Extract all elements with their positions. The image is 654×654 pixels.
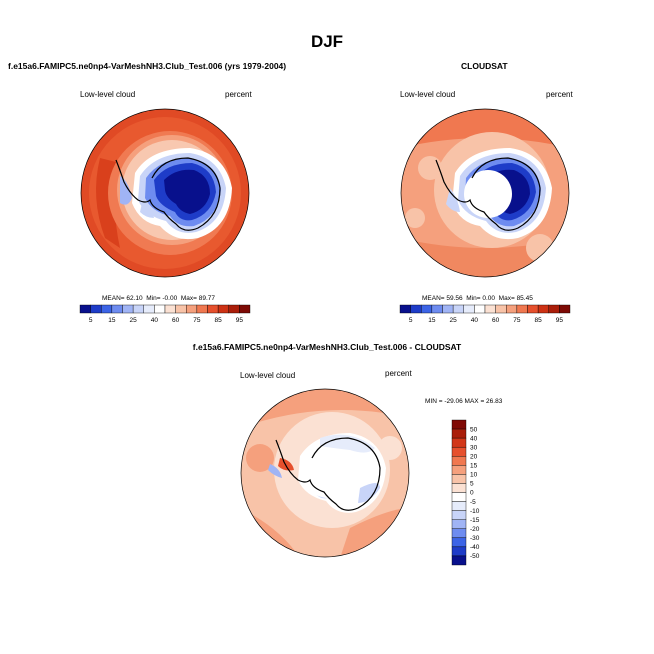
colorbar-swatch	[537, 304, 549, 314]
colorbar-tick-label: 5	[470, 481, 474, 488]
colorbar-swatch	[101, 304, 113, 314]
colorbar-swatch	[442, 304, 454, 314]
colorbar-swatch	[421, 304, 433, 314]
colorbar-swatch	[186, 304, 198, 314]
colorbar-swatch	[451, 437, 467, 448]
figure-title: DJF	[310, 32, 344, 51]
colorbar-swatch	[451, 474, 467, 484]
colorbar-swatch	[154, 304, 166, 314]
obs-panel-title: CLOUDSAT	[461, 61, 508, 71]
model-colorbar: 5 15 25 40 60 75 85 95	[79, 304, 251, 324]
colorbar-swatch	[196, 304, 208, 314]
colorbar-tick-label: -20	[470, 526, 480, 533]
diff-variable-label: Low-level cloud	[240, 371, 296, 380]
colorbar-swatch	[451, 537, 467, 548]
colorbar-swatch	[217, 304, 229, 314]
colorbar-swatch	[451, 428, 467, 439]
colorbar-tick-label: -5	[470, 499, 476, 506]
colorbar-tick-label: 0	[470, 490, 474, 497]
colorbar-tick-label: 10	[470, 472, 478, 479]
colorbar-swatch	[451, 483, 467, 493]
colorbar-swatch	[451, 419, 467, 430]
colorbar-tick-label: 60	[492, 317, 500, 324]
colorbar-tick-label: 30	[470, 444, 478, 451]
colorbar-tick-label: 40	[151, 317, 159, 324]
colorbar-tick-label: -50	[470, 553, 480, 560]
model-variable-label: Low-level cloud	[80, 90, 136, 99]
diff-stats: MIN = -29.06 MAX = 26.83	[425, 398, 503, 405]
colorbar-swatch	[451, 528, 467, 539]
diff-panel-title: f.e15a6.FAMIPC5.ne0np4-VarMeshNH3.Club_T…	[192, 342, 462, 352]
colorbar-tick-label: 95	[556, 317, 564, 324]
colorbar-swatch	[111, 304, 123, 314]
colorbar-swatch	[451, 446, 467, 457]
colorbar-swatch	[484, 304, 496, 314]
colorbar-swatch	[90, 304, 102, 314]
colorbar-tick-label: -15	[470, 517, 480, 524]
colorbar-swatch	[548, 304, 560, 314]
colorbar-tick-label: 85	[215, 317, 223, 324]
colorbar-swatch	[451, 501, 467, 511]
colorbar-swatch	[452, 304, 464, 314]
colorbar-swatch	[410, 304, 422, 314]
colorbar-swatch	[495, 304, 507, 314]
colorbar-swatch	[431, 304, 443, 314]
obs-stats: MEAN= 59.56 Min= 0.00 Max= 85.45	[422, 295, 533, 302]
colorbar-swatch	[122, 304, 134, 314]
colorbar-tick-label: 15	[108, 317, 116, 324]
colorbar-swatch	[559, 304, 571, 314]
colorbar-tick-label: 15	[470, 463, 478, 470]
model-panel-title: f.e15a6.FAMIPC5.ne0np4-VarMeshNH3.Club_T…	[8, 61, 287, 71]
colorbar-swatch	[451, 555, 467, 566]
colorbar-tick-label: 25	[450, 317, 458, 324]
colorbar-swatch	[451, 492, 467, 502]
colorbar-swatch	[451, 456, 467, 466]
colorbar-swatch	[164, 304, 176, 314]
colorbar-swatch	[527, 304, 539, 314]
colorbar-swatch	[239, 304, 251, 314]
obs-variable-label: Low-level cloud	[400, 90, 456, 99]
colorbar-tick-label: 5	[89, 317, 93, 324]
model-polar-map	[80, 108, 250, 278]
colorbar-swatch	[228, 304, 240, 314]
colorbar-tick-label: 15	[428, 317, 436, 324]
colorbar-tick-label: 40	[471, 317, 479, 324]
colorbar-tick-label: 60	[172, 317, 180, 324]
colorbar-swatch	[132, 304, 144, 314]
colorbar-swatch	[451, 519, 467, 529]
diff-polar-map	[240, 388, 410, 558]
colorbar-tick-label: -30	[470, 535, 480, 542]
colorbar-swatch	[474, 304, 486, 314]
colorbar-tick-label: 40	[470, 435, 478, 442]
obs-polar-map	[400, 108, 570, 278]
colorbar-swatch	[143, 304, 155, 314]
colorbar-tick-label: 95	[236, 317, 244, 324]
colorbar-tick-label: -10	[470, 508, 480, 515]
colorbar-swatch	[79, 304, 91, 314]
diff-units-label: percent	[385, 369, 412, 378]
colorbar-tick-label: 25	[130, 317, 138, 324]
colorbar-tick-label: 5	[409, 317, 413, 324]
colorbar-tick-label: 75	[193, 317, 201, 324]
colorbar-tick-label: 75	[513, 317, 521, 324]
obs-units-label: percent	[546, 90, 573, 99]
colorbar-swatch	[463, 304, 475, 314]
colorbar-swatch	[207, 304, 219, 314]
colorbar-swatch	[451, 546, 467, 557]
colorbar-swatch	[399, 304, 411, 314]
colorbar-tick-label: 85	[535, 317, 543, 324]
colorbar-tick-label: -40	[470, 544, 480, 551]
model-units-label: percent	[225, 90, 252, 99]
colorbar-swatch	[175, 304, 187, 314]
colorbar-swatch	[516, 304, 528, 314]
model-stats: MEAN= 62.10 Min= -0.00 Max= 89.77	[102, 295, 216, 302]
colorbar-tick-label: 50	[470, 426, 478, 433]
obs-colorbar: 5 15 25 40 60 75 85 95	[399, 304, 571, 324]
colorbar-swatch	[451, 465, 467, 475]
colorbar-swatch	[506, 304, 518, 314]
colorbar-tick-label: 20	[470, 453, 478, 460]
colorbar-swatch	[451, 510, 467, 520]
